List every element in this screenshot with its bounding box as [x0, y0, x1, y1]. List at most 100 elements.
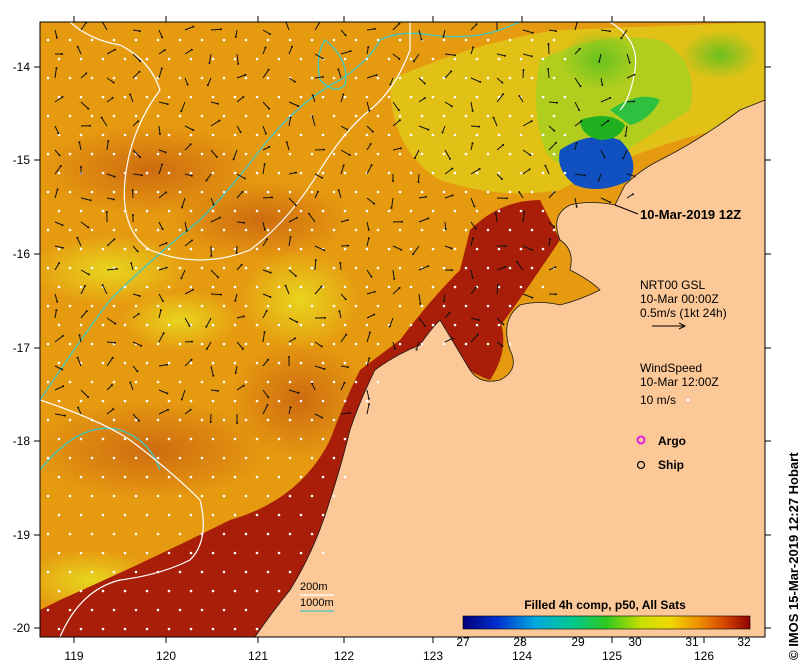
current-arrowhead	[531, 248, 534, 251]
wind-dot	[123, 361, 127, 365]
wind-dot	[57, 323, 61, 327]
wind-dot	[101, 361, 105, 365]
current-arrowhead	[63, 414, 66, 417]
wind-dot	[68, 418, 72, 422]
plot-frame	[39, 21, 766, 638]
wind-dot	[79, 95, 83, 99]
current-arrowhead	[530, 55, 533, 58]
wind-dot	[266, 76, 270, 80]
wind-dot	[200, 342, 204, 346]
wind-dot	[200, 228, 204, 232]
wind-dot	[211, 399, 215, 403]
wind-dot	[200, 608, 204, 612]
sst-cool-region	[240, 250, 360, 350]
wind-legend-scale: 10 m/s	[640, 393, 676, 407]
wind-dot	[134, 304, 138, 308]
wind-dot	[189, 95, 193, 99]
current-arrowhead	[136, 250, 139, 253]
current-arrow	[209, 53, 212, 63]
wind-dot	[398, 76, 402, 80]
colorbar-tick: 29	[571, 635, 585, 649]
current-arrowhead	[346, 128, 349, 131]
wind-dot	[46, 114, 50, 118]
current-arrowhead	[412, 60, 415, 63]
current-arrowhead	[321, 75, 324, 78]
wind-dot	[200, 380, 204, 384]
current-arrow	[158, 101, 168, 105]
current-arrowhead	[529, 154, 532, 157]
current-arrowhead	[294, 274, 297, 277]
current-arrowhead	[112, 408, 115, 411]
current-arrowhead	[264, 132, 267, 135]
current-arrow	[493, 117, 498, 127]
current-arrow	[574, 197, 578, 207]
wind-dot	[178, 342, 182, 346]
wind-dot	[156, 608, 160, 612]
current-arrow	[366, 221, 370, 230]
wind-dot	[266, 152, 270, 156]
current-arrowhead	[324, 316, 326, 319]
wind-dot	[134, 570, 138, 574]
current-arrowhead	[161, 163, 164, 166]
current-arrow	[340, 50, 351, 55]
wind-dot	[486, 342, 490, 346]
wind-dot	[211, 361, 215, 365]
wind-dot	[420, 190, 424, 194]
current-arrow	[101, 22, 108, 31]
current-arrow	[288, 407, 292, 415]
current-arrowhead	[505, 245, 507, 247]
current-arrow	[470, 269, 474, 278]
wind-dot	[332, 228, 336, 232]
wind-dot	[156, 532, 160, 536]
current-arrow	[496, 93, 504, 103]
wind-dot	[409, 171, 413, 175]
current-arrow	[286, 142, 290, 151]
current-arrowhead	[523, 211, 526, 214]
wind-dot	[211, 209, 215, 213]
wind-dot	[101, 437, 105, 441]
wind-dot	[79, 513, 83, 517]
current-arrowhead	[87, 396, 90, 398]
wind-dot	[255, 437, 259, 441]
wind-dot	[387, 209, 391, 213]
current-arrow	[54, 293, 58, 302]
wind-dot	[222, 380, 226, 384]
wind-dot	[233, 361, 237, 365]
current-arrowhead	[76, 236, 79, 239]
wind-dot	[519, 57, 523, 61]
contour-200m	[317, 39, 347, 90]
current-arrowhead	[392, 180, 394, 182]
current-arrow	[132, 313, 139, 319]
wind-dot	[46, 38, 50, 42]
current-arrowhead	[518, 191, 521, 194]
current-arrow	[79, 335, 82, 343]
current-arrow	[522, 120, 532, 127]
wind-dot	[486, 152, 490, 156]
sst-cool-region	[120, 290, 240, 350]
wind-dot	[46, 190, 50, 194]
current-arrow	[418, 217, 429, 223]
current-arrow	[574, 77, 581, 87]
wind-dot	[156, 342, 160, 346]
current-arrow	[548, 191, 555, 199]
wind-dot	[343, 285, 347, 289]
wind-dot	[244, 418, 248, 422]
wind-dot	[431, 209, 435, 213]
current-arrow	[101, 117, 108, 127]
wind-dot	[255, 247, 259, 251]
current-arrow	[184, 289, 194, 295]
wind-dot	[497, 171, 501, 175]
current-arrow	[80, 389, 89, 398]
current-arrow	[236, 264, 242, 271]
current-arrow	[262, 221, 266, 230]
current-arrowhead	[105, 211, 108, 213]
wind-dot	[79, 133, 83, 137]
wind-dot	[178, 228, 182, 232]
wind-dot	[112, 152, 116, 156]
x-tick-label: 120	[156, 649, 176, 663]
wind-dot	[57, 399, 61, 403]
current-arrowhead	[424, 324, 427, 327]
wind-dot	[222, 456, 226, 460]
wind-dot	[178, 456, 182, 460]
wind-dot	[442, 152, 446, 156]
